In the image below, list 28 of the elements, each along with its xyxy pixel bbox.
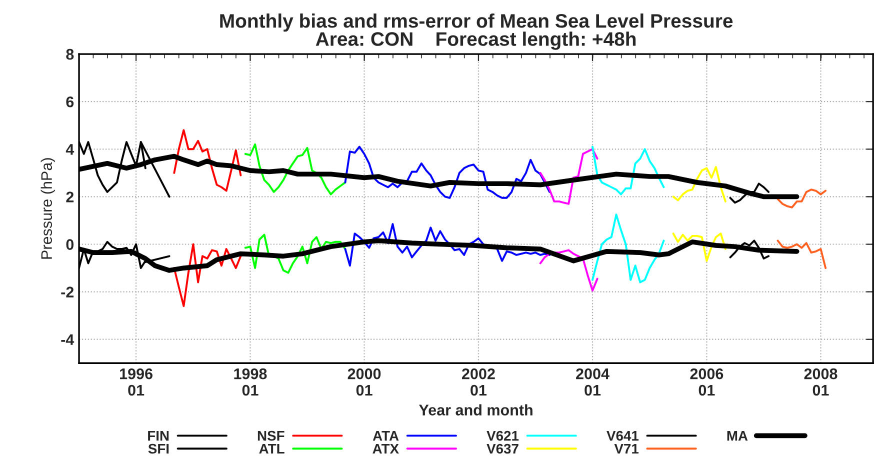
- legend-label: V637: [486, 444, 518, 454]
- x-tick-label: 2002 01: [462, 368, 495, 396]
- legend-label: SFI: [148, 444, 169, 454]
- x-tick-label: 2004 01: [576, 368, 610, 396]
- legend-label: V641: [606, 430, 639, 441]
- legend-label: ATA: [372, 431, 399, 441]
- legend-label: FIN: [148, 431, 169, 441]
- y-axis-title: Pressure (hPa): [40, 158, 56, 259]
- y-tick-label: 0: [66, 239, 74, 250]
- x-tick-label: 2008 01: [804, 368, 838, 396]
- legend-label: V71: [614, 444, 639, 454]
- legend-label: MA: [727, 431, 748, 441]
- legend-label: ATL: [259, 444, 284, 454]
- x-axis-title: Year and month: [419, 404, 532, 416]
- y-tick-label: -2: [61, 286, 74, 298]
- y-tick-label: 4: [66, 144, 74, 155]
- x-tick-label: 1996 01: [120, 368, 152, 396]
- legend-label: NSF: [258, 430, 284, 441]
- y-tick-label: -4: [61, 334, 74, 345]
- legend-label: V621: [486, 430, 519, 441]
- x-tick-label: 2006 01: [690, 368, 724, 396]
- x-tick-label: 2000 01: [348, 368, 381, 396]
- y-tick-label: 6: [66, 96, 74, 108]
- y-tick-label: 8: [66, 48, 74, 60]
- x-tick-label: 1998 01: [234, 368, 267, 396]
- chart-title: Monthly bias and rms-error of Mean Sea Level Pressure Area: CON Forecast length: +48h: [220, 14, 733, 50]
- legend-label: ATX: [372, 444, 399, 454]
- y-tick-label: 2: [66, 192, 74, 202]
